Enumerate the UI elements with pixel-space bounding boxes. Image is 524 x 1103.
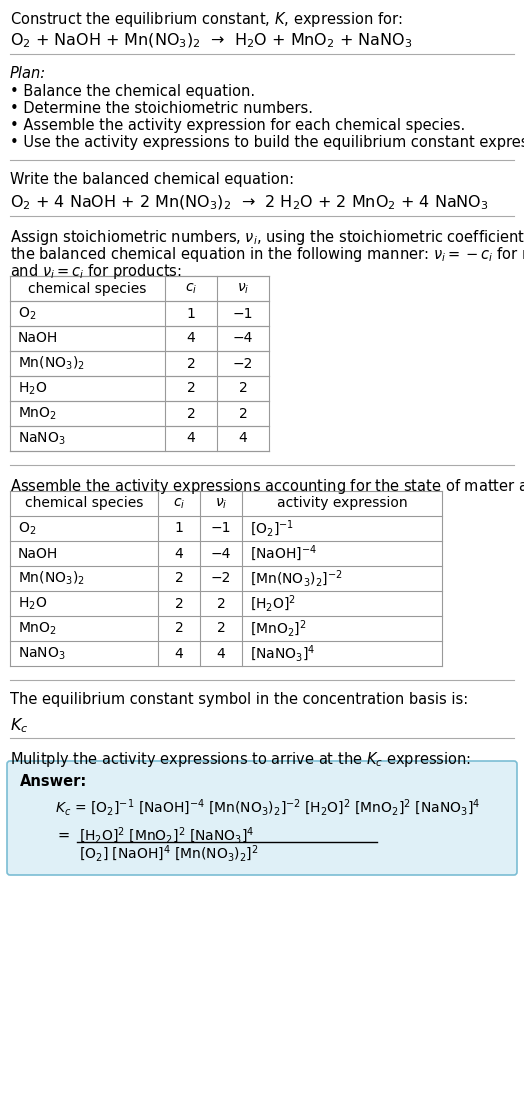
Text: $c_i$: $c_i$: [173, 496, 185, 511]
Text: 2: 2: [187, 407, 195, 420]
Text: Plan:: Plan:: [10, 66, 46, 81]
Text: 2: 2: [174, 621, 183, 635]
FancyBboxPatch shape: [7, 761, 517, 875]
Text: −1: −1: [211, 522, 231, 535]
Text: 4: 4: [216, 646, 225, 661]
Text: −2: −2: [233, 356, 253, 371]
Text: • Determine the stoichiometric numbers.: • Determine the stoichiometric numbers.: [10, 101, 313, 116]
Text: Mn(NO$_3$)$_2$: Mn(NO$_3$)$_2$: [18, 355, 85, 372]
Text: • Assemble the activity expression for each chemical species.: • Assemble the activity expression for e…: [10, 118, 465, 133]
Text: [Mn(NO$_3$)$_2$]$^{-2}$: [Mn(NO$_3$)$_2$]$^{-2}$: [250, 568, 343, 589]
Text: 4: 4: [174, 646, 183, 661]
Text: MnO$_2$: MnO$_2$: [18, 405, 57, 421]
Text: [NaOH]$^{-4}$: [NaOH]$^{-4}$: [250, 544, 317, 564]
Text: $c_i$: $c_i$: [185, 281, 197, 296]
Text: 2: 2: [238, 407, 247, 420]
Text: [O$_2$] [NaOH]$^4$ [Mn(NO$_3$)$_2$]$^2$: [O$_2$] [NaOH]$^4$ [Mn(NO$_3$)$_2$]$^2$: [79, 844, 258, 865]
Text: activity expression: activity expression: [277, 496, 407, 511]
Text: 4: 4: [187, 332, 195, 345]
Text: 1: 1: [174, 522, 183, 535]
Text: O$_2$ + 4 NaOH + 2 Mn(NO$_3$)$_2$  →  2 H$_2$O + 2 MnO$_2$ + 4 NaNO$_3$: O$_2$ + 4 NaOH + 2 Mn(NO$_3$)$_2$ → 2 H$…: [10, 194, 489, 213]
Text: [H$_2$O]$^2$: [H$_2$O]$^2$: [250, 593, 296, 613]
Text: −4: −4: [233, 332, 253, 345]
Text: 2: 2: [187, 356, 195, 371]
Text: 2: 2: [216, 621, 225, 635]
Text: H$_2$O: H$_2$O: [18, 381, 47, 397]
Text: NaOH: NaOH: [18, 546, 58, 560]
Text: • Use the activity expressions to build the equilibrium constant expression.: • Use the activity expressions to build …: [10, 135, 524, 150]
Text: O$_2$: O$_2$: [18, 306, 36, 322]
Text: Answer:: Answer:: [20, 774, 88, 789]
Text: O$_2$ + NaOH + Mn(NO$_3$)$_2$  →  H$_2$O + MnO$_2$ + NaNO$_3$: O$_2$ + NaOH + Mn(NO$_3$)$_2$ → H$_2$O +…: [10, 32, 412, 51]
Text: [NaNO$_3$]$^4$: [NaNO$_3$]$^4$: [250, 643, 315, 664]
Text: NaNO$_3$: NaNO$_3$: [18, 645, 66, 662]
Text: $\nu_i$: $\nu_i$: [215, 496, 227, 511]
Text: −2: −2: [211, 571, 231, 586]
Text: −1: −1: [233, 307, 253, 321]
Text: [O$_2$]$^{-1}$: [O$_2$]$^{-1}$: [250, 518, 294, 538]
Text: 2: 2: [174, 597, 183, 610]
Text: • Balance the chemical equation.: • Balance the chemical equation.: [10, 84, 255, 99]
Text: [MnO$_2$]$^2$: [MnO$_2$]$^2$: [250, 619, 307, 639]
Text: 2: 2: [187, 382, 195, 396]
Text: 2: 2: [216, 597, 225, 610]
Text: Construct the equilibrium constant, $K$, expression for:: Construct the equilibrium constant, $K$,…: [10, 10, 402, 29]
Text: 4: 4: [174, 546, 183, 560]
Text: chemical species: chemical species: [25, 496, 143, 511]
Text: O$_2$: O$_2$: [18, 521, 36, 537]
Text: H$_2$O: H$_2$O: [18, 596, 47, 612]
Text: the balanced chemical equation in the following manner: $\nu_i = -c_i$ for react: the balanced chemical equation in the fo…: [10, 245, 524, 264]
Text: The equilibrium constant symbol in the concentration basis is:: The equilibrium constant symbol in the c…: [10, 692, 468, 707]
Text: $=$: $=$: [55, 826, 70, 842]
Text: NaNO$_3$: NaNO$_3$: [18, 430, 66, 447]
Text: −4: −4: [211, 546, 231, 560]
Text: chemical species: chemical species: [28, 281, 147, 296]
Text: 2: 2: [238, 382, 247, 396]
Text: and $\nu_i = c_i$ for products:: and $\nu_i = c_i$ for products:: [10, 263, 182, 281]
Text: 2: 2: [174, 571, 183, 586]
Text: Assign stoichiometric numbers, $\nu_i$, using the stoichiometric coefficients, $: Assign stoichiometric numbers, $\nu_i$, …: [10, 228, 524, 247]
Text: $K_c$ = [O$_2$]$^{-1}$ [NaOH]$^{-4}$ [Mn(NO$_3$)$_2$]$^{-2}$ [H$_2$O]$^2$ [MnO$_: $K_c$ = [O$_2$]$^{-1}$ [NaOH]$^{-4}$ [Mn…: [55, 797, 480, 818]
Text: [H$_2$O]$^2$ [MnO$_2$]$^2$ [NaNO$_3$]$^4$: [H$_2$O]$^2$ [MnO$_2$]$^2$ [NaNO$_3$]$^4…: [79, 826, 255, 846]
Text: NaOH: NaOH: [18, 332, 58, 345]
Text: MnO$_2$: MnO$_2$: [18, 620, 57, 636]
Text: $K_c$: $K_c$: [10, 716, 28, 735]
Text: 1: 1: [187, 307, 195, 321]
Text: Assemble the activity expressions accounting for the state of matter and $\nu_i$: Assemble the activity expressions accoun…: [10, 476, 524, 496]
Text: 4: 4: [187, 431, 195, 446]
Text: Write the balanced chemical equation:: Write the balanced chemical equation:: [10, 172, 294, 188]
Text: Mn(NO$_3$)$_2$: Mn(NO$_3$)$_2$: [18, 570, 85, 587]
Text: Mulitply the activity expressions to arrive at the $K_c$ expression:: Mulitply the activity expressions to arr…: [10, 750, 471, 769]
Text: $\nu_i$: $\nu_i$: [237, 281, 249, 296]
Text: 4: 4: [238, 431, 247, 446]
